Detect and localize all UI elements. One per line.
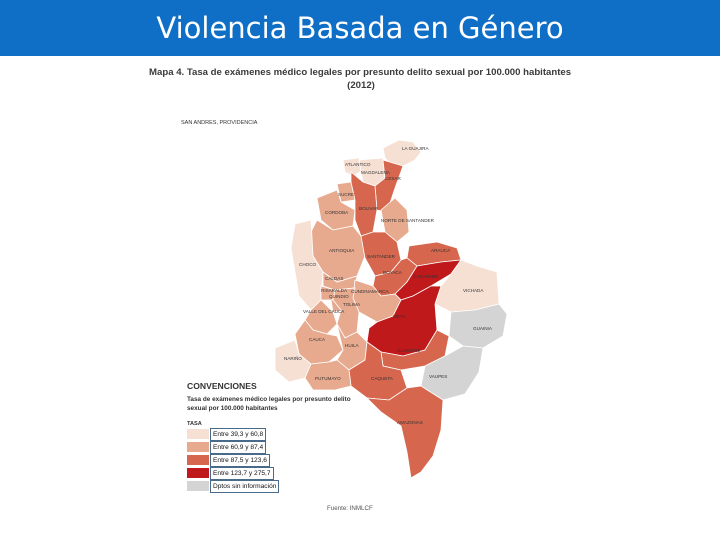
legend-swatch [187, 442, 209, 452]
dept-label: NARIÑO [284, 355, 302, 361]
dept-shape-putumayo [304, 359, 352, 391]
legend-swatch [187, 468, 209, 478]
legend-label: Dptos sin información [210, 480, 280, 493]
dept-shape-cordoba [316, 189, 356, 231]
dept-label: GUAVIARE [397, 348, 420, 353]
legend-label: Entre 39,3 y 60,8 [210, 428, 267, 441]
dept-label: CUNDINAMARCA [351, 289, 389, 294]
dept-label: TOLIMA [343, 302, 361, 307]
dept-label: QUINDIO [329, 294, 349, 299]
dept-label: CALDAS [325, 276, 343, 281]
dept-label: SANTANDER [367, 254, 396, 259]
legend-swatch [187, 455, 209, 465]
dept-label: ATLANTICO [345, 162, 371, 167]
slide-header: Violencia Basada en Género [0, 0, 720, 56]
department-shapes [274, 139, 508, 479]
dept-shape-guainia [448, 303, 508, 349]
map-title-line2: (2012) [347, 80, 375, 91]
dept-label: PUTUMAYO [315, 376, 341, 381]
dept-label: MAGDALENA [361, 170, 391, 175]
dept-shape-la-guajira [382, 139, 422, 167]
dept-label: BOLIVAR [359, 206, 379, 211]
dept-label: BOYACA [383, 270, 403, 275]
dept-label: META [393, 314, 406, 319]
legend-label: Entre 123,7 y 275,7 [210, 467, 274, 480]
dept-label: VAUPES [429, 374, 447, 379]
legend-swatch [187, 481, 209, 491]
dept-label: CORDOBA [325, 210, 349, 215]
dept-label: HUILA [345, 343, 359, 348]
dept-label: ARAUCA [431, 248, 451, 253]
inset-label: SAN ANDRES, PROVIDENCIA [181, 120, 258, 126]
dept-label: CAQUETA [371, 376, 394, 381]
map-title: Mapa 4. Tasa de exámenes médico legales … [149, 66, 573, 92]
slide-title: Violencia Basada en Género [156, 11, 564, 45]
dept-label: GUAINIA [473, 326, 493, 331]
dept-label: SUCRE [338, 192, 354, 197]
dept-label: ANTIOQUIA [329, 248, 355, 253]
map-figure: Mapa 4. Tasa de exámenes médico legales … [145, 60, 575, 520]
legend-title: CONVENCIONES [187, 381, 257, 391]
legend-subtitle: Tasa de exámenes médico legales por pres… [187, 396, 351, 412]
source-note: Fuente: INMLCF [327, 505, 373, 512]
dept-label: VICHADA [463, 288, 484, 293]
legend-label: Entre 87,5 y 123,6 [210, 454, 270, 467]
dept-label: AMAZONAS [397, 420, 423, 425]
dept-label: CASANARE [413, 274, 438, 279]
dept-label: VALLE DEL CAUCA [303, 309, 345, 314]
dept-label: RISARALDA [321, 288, 348, 293]
dept-label: CHOCO [299, 262, 317, 267]
dept-shape-caqueta [348, 341, 408, 401]
dept-shape-amazonas [365, 385, 444, 479]
dept-label: LA GUAJIRA [402, 146, 429, 151]
dept-label: CESAR [385, 176, 402, 181]
dept-label: CAUCA [309, 337, 326, 342]
legend-swatch [187, 429, 209, 439]
dept-shape-atlantico [342, 157, 364, 177]
dept-label: NORTE DE SANTANDER [381, 218, 435, 223]
map-title-line1: Mapa 4. Tasa de exámenes médico legales … [149, 67, 572, 78]
legend-label: Entre 60,9 y 87,4 [210, 441, 267, 454]
legend-tasa-label: TASA [187, 421, 202, 427]
